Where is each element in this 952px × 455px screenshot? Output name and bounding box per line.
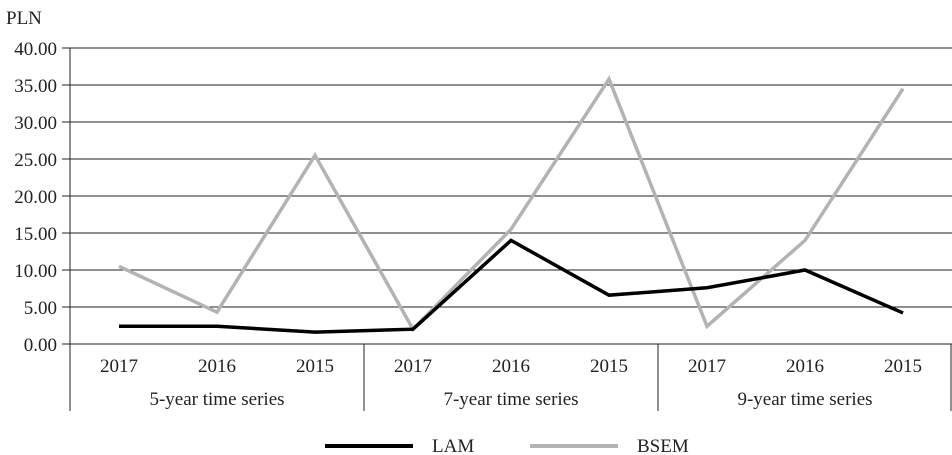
x-tick-label: 2016 xyxy=(786,356,824,377)
y-tick-label: 25.00 xyxy=(14,150,57,171)
series-line-lam xyxy=(119,238,904,334)
y-tick-label: 5.00 xyxy=(24,298,57,319)
x-tick-label: 2015 xyxy=(296,356,334,377)
x-tick-label: 2016 xyxy=(198,356,236,377)
x-tick-label: 2017 xyxy=(394,356,432,377)
y-tick-label: 30.00 xyxy=(14,113,57,134)
x-axis: 2017 2016 2015 5-year time series 2017 2016 20… xyxy=(69,344,952,411)
x-tick-label: 2016 xyxy=(492,356,530,377)
x-tick-label: 2015 xyxy=(590,356,628,377)
y-axis-ticks: 0.00 5.00 10.00 15.00 20.00 25.00 30.00 35.00 40… xyxy=(14,39,57,356)
x-tick-label: 2017 xyxy=(688,356,726,377)
x-tick-label: 2017 xyxy=(100,356,138,377)
group-label: 5-year time series xyxy=(149,389,284,410)
y-tick-label: 40.00 xyxy=(14,39,57,60)
series-line-bsem xyxy=(118,75,905,333)
y-tick-label: 0.00 xyxy=(24,335,57,356)
series-lines xyxy=(118,75,905,334)
legend-label: BSEM xyxy=(637,436,689,455)
y-tick-label: 20.00 xyxy=(14,187,57,208)
y-tick-label: 35.00 xyxy=(14,76,57,97)
group-label: 9-year time series xyxy=(737,389,872,410)
group-label: 7-year time series xyxy=(443,389,578,410)
y-tick-label: 15.00 xyxy=(14,224,57,245)
y-axis-label: PLN xyxy=(6,8,42,29)
legend: LAM BSEM xyxy=(325,436,689,455)
x-tick-label: 2015 xyxy=(884,356,922,377)
y-tick-label: 10.00 xyxy=(14,261,57,282)
gridlines xyxy=(62,47,952,345)
legend-label: LAM xyxy=(432,436,474,455)
